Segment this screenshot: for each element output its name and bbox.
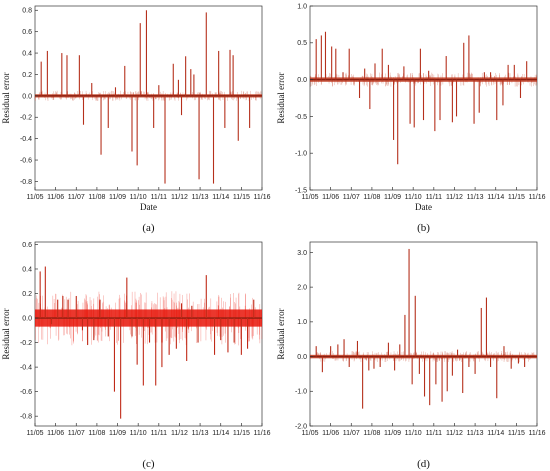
x-tick-label: 11/15 <box>233 430 250 437</box>
chart-svg: 3.0 2.0 1.0 0.0 -1.0 -2.011/05 11/06 11/07 11/08… <box>276 241 546 470</box>
x-tick-label: 11/12 <box>171 194 188 201</box>
y-tick-label: -0.4 <box>20 365 32 372</box>
y-tick-label: 0.2 <box>22 72 32 79</box>
x-tick-label: 11/05 <box>27 194 44 201</box>
x-tick-label: 11/15 <box>508 430 525 437</box>
y-tick-label: -0.2 <box>20 115 32 122</box>
y-tick-label: 0.5 <box>297 40 307 47</box>
panel-label: (d) <box>417 458 430 470</box>
chart-panel-d: 3.0 2.0 1.0 0.0 -1.0 -2.0 11/05 11/06 11/07 11/08… <box>275 236 550 471</box>
y-axis-title: Residual error <box>1 72 11 123</box>
chart-panel-c: 0.6 0.4 0.2 0.0 -0.2 -0.4 -0.6 -0.8 11/05 11/06 11… <box>0 236 275 471</box>
x-tick-label: 11/16 <box>529 430 546 437</box>
x-tick-label: 11/06 <box>47 194 64 201</box>
chart-panel-b: 1.0 0.5 0.0 -0.5 -1.0 -1.5 11/05 11/06 11/07 11/0… <box>275 0 550 235</box>
y-axis-title: Residual error <box>276 308 286 359</box>
y-tick-label: 2.0 <box>297 285 307 292</box>
x-tick-label: 11/11 <box>426 194 443 201</box>
x-tick-label: 11/11 <box>151 194 168 201</box>
x-axis-title: Date <box>140 202 157 212</box>
plot-frame <box>309 5 538 191</box>
y-tick-label: -1.5 <box>295 187 307 194</box>
x-tick-label: 11/09 <box>109 430 126 437</box>
x-tick-label: 11/07 <box>343 194 360 201</box>
x-tick-label: 11/14 <box>487 194 504 201</box>
y-tick-label: 0.0 <box>22 315 32 322</box>
y-tick-label: -0.5 <box>295 114 307 121</box>
x-tick-label: 11/14 <box>212 194 229 201</box>
x-tick-label: 11/12 <box>446 430 463 437</box>
x-tick-label: 11/08 <box>363 194 380 201</box>
x-tick-label: 11/16 <box>254 430 271 437</box>
x-tick-label: 11/08 <box>363 430 380 437</box>
chart-svg: 0.80.60.40.20.0-0.2-0.4-0.6-0.811/05 11/0… <box>1 5 271 234</box>
y-tick-label: -0.6 <box>20 157 32 164</box>
x-tick-label: 11/12 <box>171 430 188 437</box>
x-tick-label: 11/13 <box>467 430 484 437</box>
chart-panel-a: 0.8 0.6 0.4 0.2 0.0 -0.2 -0.4 -0.6 -0.8 11/05 11/0… <box>0 0 275 235</box>
y-tick-label: 0.6 <box>22 242 32 249</box>
x-tick-label: 11/16 <box>254 194 271 201</box>
y-axis-title: Residual error <box>1 308 11 359</box>
x-tick-label: 11/06 <box>322 194 339 201</box>
y-tick-label: 0.0 <box>297 77 307 84</box>
plot-frame <box>34 5 263 191</box>
y-tick-label: -0.8 <box>20 414 32 421</box>
x-tick-label: 11/06 <box>47 430 64 437</box>
y-tick-label: -2.0 <box>295 423 307 430</box>
x-tick-label: 11/13 <box>192 194 209 201</box>
y-axis-title: Residual error <box>276 72 286 123</box>
y-tick-label: 1.0 <box>297 319 307 326</box>
y-tick-label: -0.2 <box>20 340 32 347</box>
y-tick-label: 0.4 <box>22 266 32 273</box>
x-tick-label: 11/11 <box>151 430 168 437</box>
x-tick-label: 11/09 <box>109 194 126 201</box>
y-tick-label: 3.0 <box>297 250 307 257</box>
x-tick-label: 11/13 <box>192 430 209 437</box>
x-tick-label: 11/13 <box>467 194 484 201</box>
x-tick-label: 11/16 <box>529 194 546 201</box>
y-tick-label: 0.0 <box>297 354 307 361</box>
x-tick-label: 11/07 <box>68 194 85 201</box>
x-tick-label: 11/09 <box>384 194 401 201</box>
x-tick-label: 11/07 <box>343 430 360 437</box>
y-tick-label: 0.2 <box>22 291 32 298</box>
x-tick-label: 11/10 <box>130 430 147 437</box>
x-tick-label: 11/10 <box>405 194 422 201</box>
x-tick-label: 11/05 <box>27 430 44 437</box>
x-tick-label: 11/05 <box>302 430 319 437</box>
x-tick-label: 11/14 <box>212 430 229 437</box>
x-tick-label: 11/09 <box>384 430 401 437</box>
panel-label: (a) <box>142 222 155 234</box>
y-tick-label: -0.6 <box>20 389 32 396</box>
chart-svg: 1.00.50.0-0.5-1.0-1.511/05 11/06 11/07 11/0… <box>276 3 546 234</box>
x-tick-label: 11/06 <box>322 430 339 437</box>
panel-label: (b) <box>417 222 430 234</box>
y-tick-label: 1.0 <box>297 3 307 10</box>
x-tick-label: 11/12 <box>446 194 463 201</box>
x-tick-label: 11/10 <box>405 430 422 437</box>
x-tick-label: 11/08 <box>88 430 105 437</box>
x-tick-label: 11/11 <box>426 430 443 437</box>
x-tick-label: 11/08 <box>88 194 105 201</box>
y-tick-label: -1.0 <box>295 389 307 396</box>
y-tick-label: -1.0 <box>295 151 307 158</box>
x-tick-label: 11/10 <box>130 194 147 201</box>
x-tick-label: 11/05 <box>302 194 319 201</box>
y-tick-label: -0.4 <box>20 136 32 143</box>
y-tick-label: 0.6 <box>22 29 32 36</box>
y-tick-label: 0.8 <box>22 8 32 15</box>
x-tick-label: 11/15 <box>233 194 250 201</box>
y-tick-label: 0.4 <box>22 50 32 57</box>
x-tick-label: 11/15 <box>508 194 525 201</box>
plot-frame <box>309 241 538 427</box>
y-tick-label: 0.0 <box>22 93 32 100</box>
chart-svg: 0.6 0.4 0.2 0.0 -0.2 -0.4 -0.6 -0.8 11/05 11/06 11… <box>1 241 271 470</box>
y-tick-label: -0.8 <box>20 179 32 186</box>
x-tick-label: 11/14 <box>487 430 504 437</box>
x-axis-title: Date <box>415 202 432 212</box>
x-tick-label: 11/07 <box>68 430 85 437</box>
panel-label: (c) <box>142 458 155 470</box>
